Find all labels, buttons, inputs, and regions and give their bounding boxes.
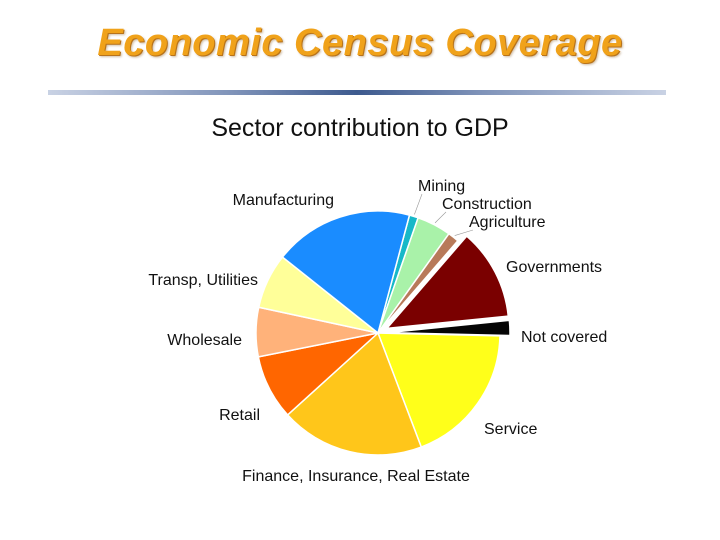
- leader-line: [434, 211, 447, 224]
- leader-line: [454, 229, 474, 236]
- slice-label: Service: [484, 421, 537, 438]
- chart-title: Sector contribution to GDP: [211, 114, 509, 142]
- pie-slice-not-covered: [387, 319, 511, 337]
- pie-slice-service: [376, 332, 501, 449]
- leader-line: [414, 193, 423, 215]
- pie-slice-governments: [385, 235, 510, 330]
- slice-label: Mining: [418, 178, 465, 195]
- slice-label: Governments: [506, 259, 602, 276]
- slice-label: Agriculture: [469, 214, 546, 231]
- slide-title: Economic Census Coverage: [97, 22, 623, 64]
- slice-label: Wholesale: [167, 332, 242, 349]
- label-leaders: [414, 193, 474, 236]
- pie-slices: [255, 210, 511, 456]
- slice-label: Construction: [442, 196, 532, 213]
- pie-slice-finance-insurance-real-estate: [286, 331, 423, 456]
- title-divider: [48, 90, 666, 95]
- slice-label: Retail: [219, 407, 260, 424]
- pie-slice-manufacturing: [281, 210, 411, 335]
- slice-label: Manufacturing: [233, 192, 334, 209]
- pie-slice-agriculture: [377, 232, 459, 334]
- slice-label: Transp, Utilities: [148, 272, 258, 289]
- slice-label: Not covered: [521, 329, 607, 346]
- slice-label: Finance, Insurance, Real Estate: [242, 468, 470, 485]
